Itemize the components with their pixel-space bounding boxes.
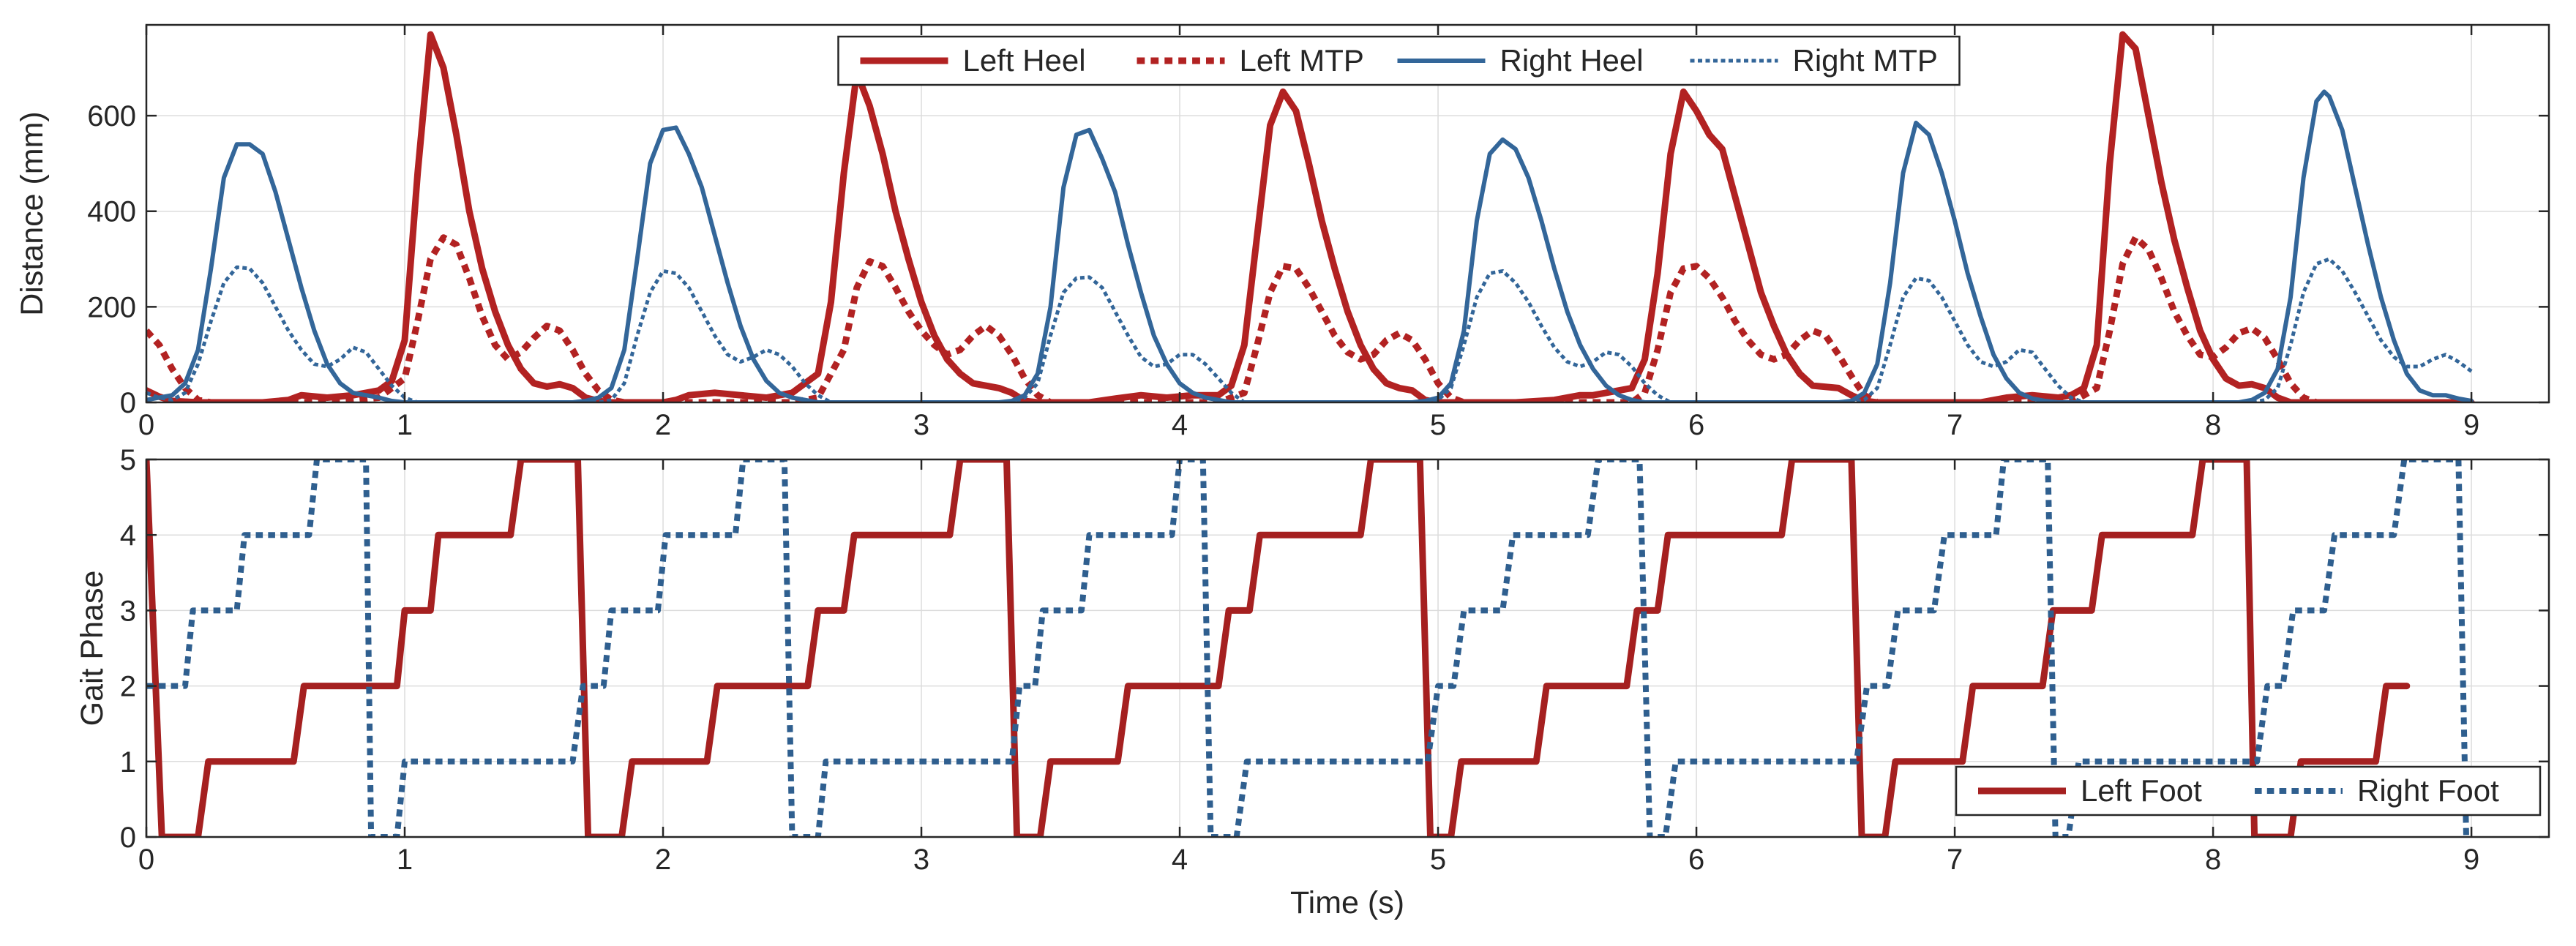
distance-xtick-label: 8 (2205, 409, 2221, 441)
legend-label-left-heel: Left Heel (963, 43, 1086, 78)
legend-label-right-heel: Right Heel (1500, 43, 1644, 78)
distance-panel: 0 1 2 3 4 5 6 7 8 9 0 200 400 600 Distance (mm) Left … (15, 23, 2550, 441)
distance-plot-area (146, 25, 2549, 402)
distance-ytick-label: 200 (87, 291, 136, 323)
distance-xtick-label: 9 (2463, 409, 2479, 441)
distance-xtick-label: 7 (1947, 409, 1963, 441)
gait-xtick-label: 8 (2205, 844, 2221, 876)
series-right-heel-line (146, 89, 2474, 402)
gait-ytick-label: 3 (120, 595, 136, 627)
distance-axes-box (145, 23, 2550, 404)
distance-xtick-label: 0 (138, 409, 154, 441)
series-left-mtp-line (146, 234, 2472, 402)
distance-ytick-label: 0 (120, 387, 136, 419)
gait-series-group (146, 459, 2469, 837)
distance-xtick-label: 3 (913, 409, 929, 441)
distance-ytick-label: 600 (87, 100, 136, 132)
distance-series-group (146, 31, 2475, 402)
legend-label-right-mtp: Right MTP (1793, 43, 1938, 78)
distance-legend: Left Heel Left MTP Right Heel Right MTP (837, 35, 1961, 86)
distance-xtick-label: 1 (397, 409, 413, 441)
series-right-mtp-line (146, 257, 2473, 402)
gait-xtick-label: 2 (655, 844, 671, 876)
distance-xtick-label: 6 (1688, 409, 1704, 441)
gait-legend: Left Foot Right Foot (1955, 765, 2542, 817)
gait-y-axis-label: Gait Phase (75, 571, 110, 727)
gait-xtick-label: 4 (1172, 844, 1188, 876)
gait-axes-box (145, 458, 2550, 838)
gait-xtick-label: 5 (1430, 844, 1446, 876)
distance-ytick-label: 400 (87, 196, 136, 228)
time-x-axis-label: Time (s) (1290, 885, 1404, 920)
gait-xtick-label: 1 (397, 844, 413, 876)
distance-xtick-label: 5 (1430, 409, 1446, 441)
gait-xtick-label: 3 (913, 844, 929, 876)
distance-ticks: 0 1 2 3 4 5 6 7 8 9 0 200 400 600 (87, 25, 2549, 441)
series-right-foot-line (146, 459, 2469, 837)
gait-phase-panel: 0 1 2 3 4 5 6 7 8 9 0 1 2 3 4 5 Gait Phase Time (s) Lef… (75, 444, 2550, 920)
gait-xtick-label: 7 (1947, 844, 1963, 876)
legend-label-left-foot: Left Foot (2081, 773, 2202, 808)
gait-ytick-label: 1 (120, 746, 136, 778)
gait-xtick-label: 6 (1688, 844, 1704, 876)
distance-y-axis-label: Distance (mm) (15, 111, 50, 316)
gait-ytick-label: 0 (120, 822, 136, 854)
gait-ytick-label: 4 (120, 519, 136, 552)
gait-xtick-label: 0 (138, 844, 154, 876)
gait-xtick-label: 9 (2463, 844, 2479, 876)
gait-ytick-label: 5 (120, 444, 136, 476)
distance-xtick-label: 2 (655, 409, 671, 441)
legend-label-right-foot: Right Foot (2357, 773, 2499, 808)
legend-label-left-mtp: Left MTP (1240, 43, 1364, 78)
gait-ticks: 0 1 2 3 4 5 6 7 8 9 0 1 2 3 4 5 (120, 444, 2549, 876)
distance-xtick-label: 4 (1172, 409, 1188, 441)
gait-ytick-label: 2 (120, 671, 136, 703)
